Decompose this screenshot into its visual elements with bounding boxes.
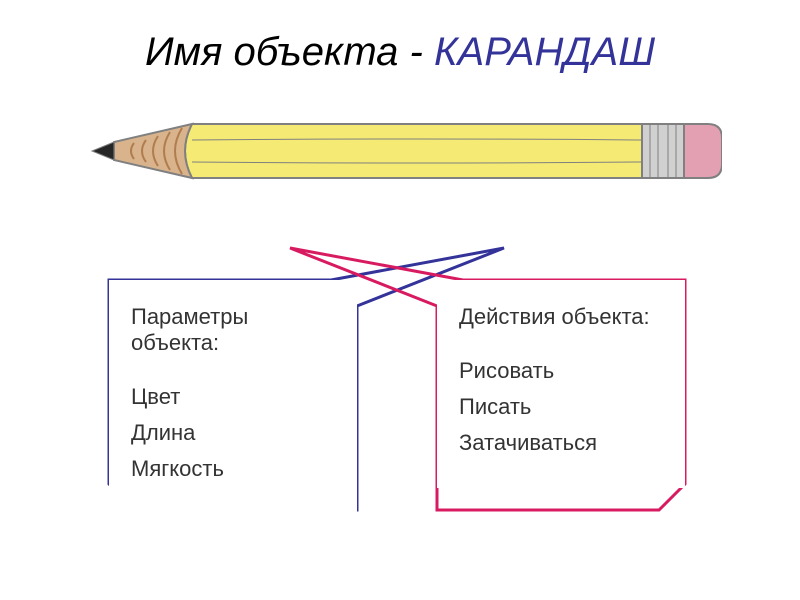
parameters-item: Цвет — [131, 384, 335, 410]
actions-header: Действия объекта: — [459, 304, 663, 330]
actions-item: Затачиваться — [459, 430, 663, 456]
actions-item: Писать — [459, 394, 663, 420]
diagram-stage: Имя объекта - КАРАНДАШ — [0, 0, 800, 600]
parameters-header: Параметры объекта: — [131, 304, 335, 356]
parameters-item: Длина — [131, 420, 335, 446]
parameters-item: Мягкость — [131, 456, 335, 482]
parameters-box: Параметры объекта: Цвет Длина Мягкость — [109, 280, 357, 514]
actions-box: Действия объекта: Рисовать Писать Затачи… — [437, 280, 685, 488]
actions-item: Рисовать — [459, 358, 663, 384]
